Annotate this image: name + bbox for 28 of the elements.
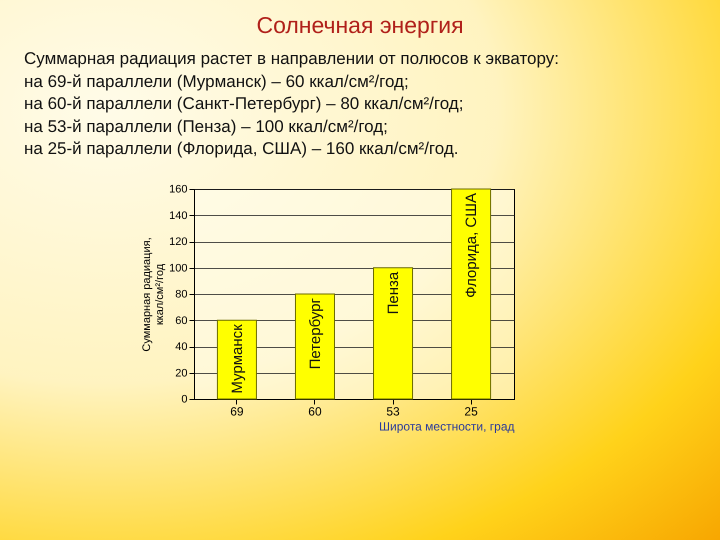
- text: на 25-й параллели (Флорида, США) – 160 ккал/см²/год.: [24, 138, 460, 160]
- y-axis-title: Суммарная радиация, ккал/см²/год: [141, 237, 166, 352]
- x-tick-label: 69: [230, 404, 244, 418]
- annotation: Флорида, США: [463, 193, 480, 298]
- y-tick-label: 100: [169, 262, 188, 274]
- x-tick-label: 60: [308, 404, 322, 418]
- x-tick-label: 25: [464, 404, 478, 418]
- bar: [451, 188, 492, 400]
- y-tick-label: 20: [175, 367, 188, 380]
- annotation: Пенза: [385, 271, 402, 314]
- y-tick-label: 160: [169, 184, 188, 196]
- chart-subtitle: Суммарная радиация растет в направлении от полюсов к экватору:: [24, 48, 560, 70]
- y-tick-label: 0: [181, 394, 188, 406]
- text: на 53-й параллели (Пенза) – 100 ккал/см²/год;: [24, 116, 389, 138]
- y-tick-label: 60: [175, 314, 188, 327]
- bar: [294, 294, 335, 400]
- x-tick-label: 53: [386, 404, 400, 418]
- y-tick-label: 40: [175, 341, 188, 353]
- annotation: Петербург: [306, 297, 324, 370]
- y-tick-label: 140: [169, 210, 188, 222]
- bar: [373, 267, 414, 400]
- chart-title: Солнечная энергия: [255, 11, 465, 40]
- text: на 60-й параллели (Санкт-Петербург) – 80 ккал/см²/год;: [24, 93, 464, 115]
- y-tick-label: 120: [169, 236, 188, 248]
- annotation: Мурманск: [228, 324, 246, 394]
- text: на 69-й параллели (Мурманск) – 60 ккал/см²/год;: [24, 70, 410, 92]
- y-tick-label: 80: [175, 288, 188, 300]
- x-axis-title: Широта местности, град: [379, 420, 514, 434]
